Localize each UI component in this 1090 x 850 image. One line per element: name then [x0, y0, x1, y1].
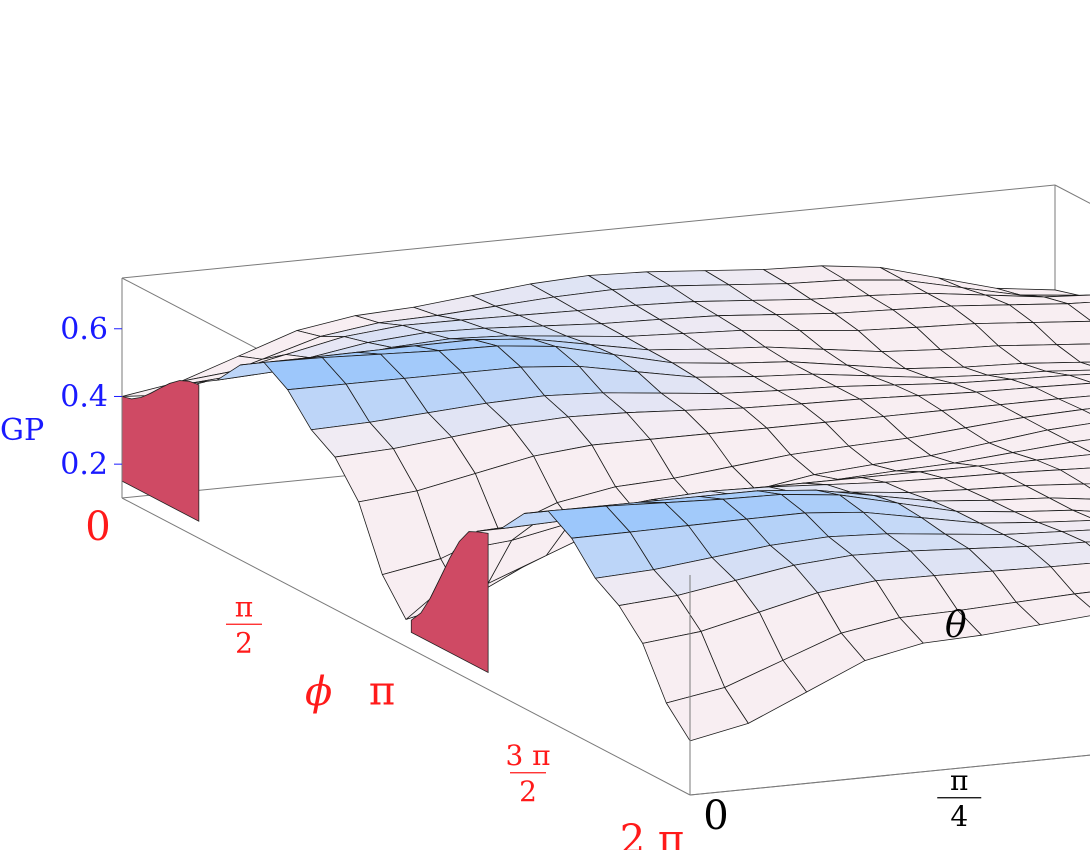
- phi-tick-denominator: 2: [519, 775, 537, 808]
- theta-tick-label: 0: [703, 793, 728, 839]
- phi-tick-numerator: π: [235, 590, 253, 623]
- z-tick-label: 0.6: [60, 312, 108, 347]
- phi-axis-label: ϕ: [305, 669, 332, 715]
- phi-tick-label: π: [369, 669, 395, 715]
- surface-cut-face: [121, 380, 200, 522]
- phi-tick-numerator: 3 π: [505, 739, 550, 772]
- phi-tick-label: 2 π: [620, 817, 684, 850]
- z-axis-label: GP: [0, 413, 44, 448]
- theta-axis-label: θ: [945, 605, 967, 646]
- surface-patch: [665, 687, 749, 742]
- z-tick-label: 0.2: [60, 447, 108, 482]
- theta-axis-line: [689, 754, 1090, 796]
- box-edge: [121, 184, 1056, 279]
- surface-cut-face: [410, 531, 489, 674]
- theta-tick-numerator: π: [950, 764, 968, 797]
- phi-tick-denominator: 2: [235, 626, 253, 659]
- gp-surface: [121, 265, 1090, 742]
- z-tick-label: 0.4: [60, 379, 108, 414]
- phi-axis-line: [121, 497, 691, 796]
- phi-tick-label: 0: [85, 504, 110, 550]
- theta-tick-denominator: 4: [950, 800, 968, 833]
